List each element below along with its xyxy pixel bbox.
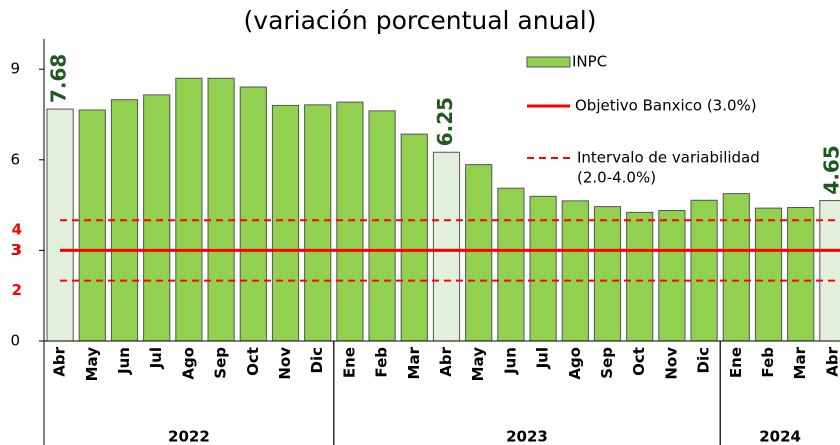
x-tick-label: Oct (630, 347, 648, 376)
x-tick-label: May (469, 347, 487, 382)
x-tick-label: Mar (791, 346, 809, 379)
x-tick-label: Nov (662, 347, 680, 380)
legend-label: INPC (572, 53, 607, 71)
x-tick-label: Abr (823, 346, 840, 376)
bar (497, 187, 525, 342)
bar (368, 110, 396, 342)
bar (143, 94, 171, 342)
bar (593, 206, 622, 342)
bar (271, 104, 300, 342)
x-tick-label: Sep (212, 347, 230, 379)
bar (690, 199, 718, 342)
value-label: 6.25 (433, 97, 457, 146)
x-tick-label: Ago (179, 347, 197, 380)
bar (400, 133, 428, 342)
bar (46, 108, 74, 342)
x-tick-label: Jul (534, 347, 552, 369)
x-tick-label: Dic (695, 347, 713, 373)
x-tick-label: Ene (340, 347, 358, 378)
x-tick-label: Abr (437, 346, 455, 376)
target-label: 3 (12, 241, 22, 259)
x-tick-label: Jun (501, 347, 519, 375)
x-tick-label: Jun (115, 347, 133, 375)
bar (658, 210, 686, 342)
legend-label: Intervalo de variabilidad (577, 149, 760, 167)
value-label: 7.68 (47, 54, 71, 103)
bar (336, 101, 364, 342)
bar (529, 195, 557, 342)
group-label: 2024 (759, 428, 801, 445)
x-tick-label: Ene (727, 347, 745, 378)
x-tick-label: Dic (308, 347, 326, 373)
legend-label: (2.0-4.0%) (577, 169, 656, 187)
x-tick-label: May (83, 347, 101, 382)
bar (432, 151, 461, 342)
bar (304, 104, 332, 342)
x-tick-label: Oct (244, 347, 262, 376)
value-label: 4.65 (819, 145, 840, 194)
y-tick-label: 6 (10, 150, 20, 168)
bar (465, 164, 493, 342)
legend-swatch (526, 56, 571, 68)
x-tick-label: Mar (405, 346, 423, 379)
x-tick-label: Sep (598, 347, 616, 379)
bar (722, 193, 750, 342)
bar (239, 86, 267, 342)
band-label: 4 (12, 221, 22, 239)
bar (175, 77, 203, 342)
x-tick-label: Ago (566, 347, 584, 380)
group-label: 2023 (506, 428, 548, 445)
y-tick-label: 3 (10, 241, 20, 259)
bar (78, 109, 106, 342)
y-tick-label: 0 (10, 332, 20, 350)
x-tick-label: Jul (147, 347, 165, 369)
group-label: 2022 (168, 428, 210, 445)
bar (626, 211, 654, 342)
legend-label: Objetivo Banxico (3.0%) (575, 97, 757, 115)
band-label: 2 (12, 281, 22, 299)
bar (787, 207, 815, 342)
bar (561, 200, 589, 342)
x-tick-label: Feb (759, 347, 777, 378)
chart-subtitle: (variación porcentual anual) (244, 6, 597, 35)
x-tick-label: Abr (51, 346, 69, 376)
bar (754, 207, 783, 342)
bar (207, 77, 235, 342)
x-tick-label: Feb (373, 347, 391, 378)
bar (819, 200, 840, 342)
x-tick-label: Nov (276, 347, 294, 380)
y-tick-label: 9 (10, 60, 20, 78)
